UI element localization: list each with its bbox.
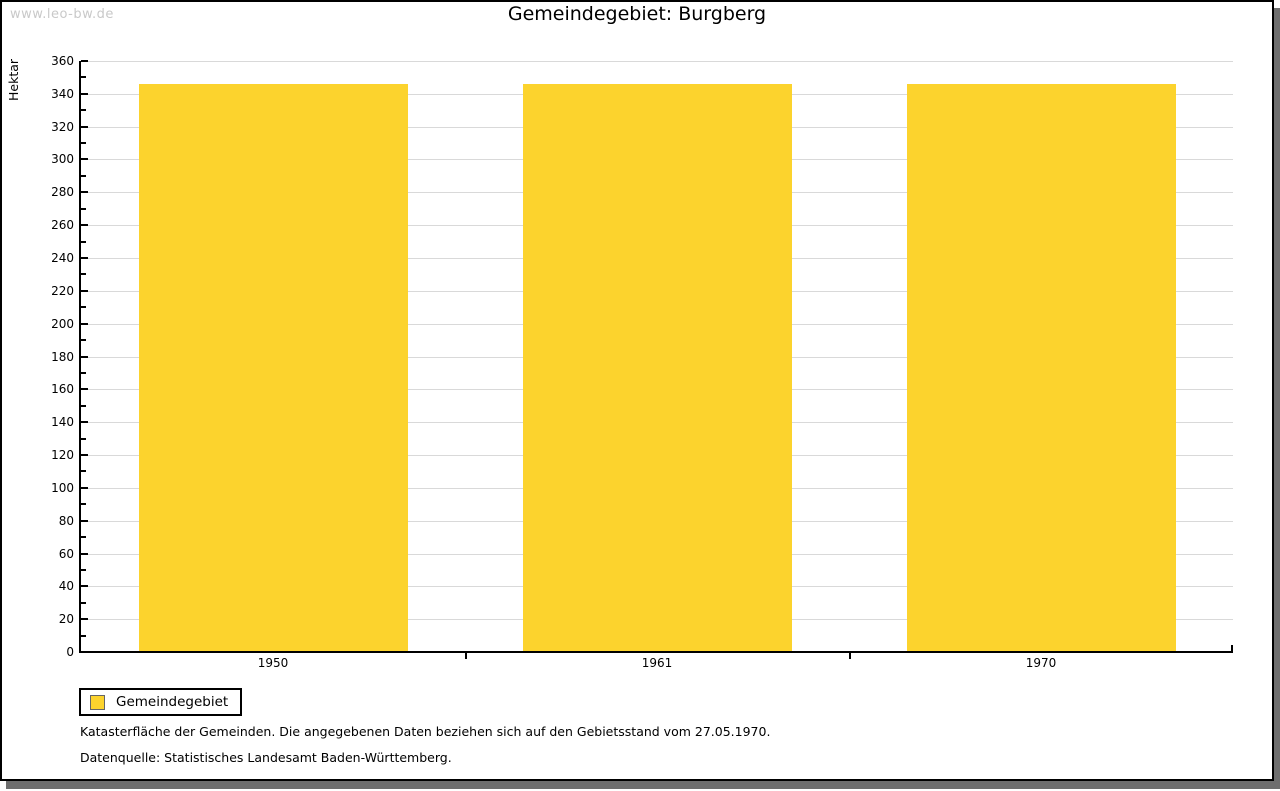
- y-tick-label-20: 20: [58, 612, 74, 626]
- chart-title: Gemeindegebiet: Burgberg: [507, 3, 767, 25]
- y-minor-tick-130: [81, 438, 86, 440]
- y-minor-tick-290: [81, 175, 86, 177]
- y-minor-tick-10: [81, 635, 86, 637]
- footnote-source-note: Katasterfläche der Gemeinden. Die angege…: [80, 724, 771, 739]
- plot-area: 0 20 40 60 80 100 120 140 160 180 200 220 240 260 280 3…: [2, 2, 1272, 779]
- y-minor-tick-190: [81, 339, 86, 341]
- x-tick-label-1970: 1970: [1025, 656, 1057, 670]
- y-tick-label-120: 120: [51, 448, 74, 462]
- y-tick-label-240: 240: [51, 251, 74, 265]
- y-major-tick-340: [81, 93, 88, 95]
- y-tick-label-40: 40: [58, 579, 74, 593]
- y-minor-tick-250: [81, 241, 86, 243]
- y-major-tick-160: [81, 388, 88, 390]
- y-major-tick-120: [81, 454, 88, 456]
- y-tick-label-200: 200: [51, 317, 74, 331]
- y-minor-tick-230: [81, 273, 86, 275]
- y-major-tick-240: [81, 257, 88, 259]
- y-major-tick-20: [81, 618, 88, 620]
- y-minor-tick-330: [81, 109, 86, 111]
- y-tick-label-100: 100: [51, 481, 74, 495]
- x-axis-line: [79, 651, 1233, 653]
- y-major-tick-180: [81, 356, 88, 358]
- y-minor-tick-270: [81, 208, 86, 210]
- bar-1961: [523, 84, 792, 651]
- y-tick-label-60: 60: [58, 547, 74, 561]
- y-minor-tick-210: [81, 306, 86, 308]
- bar-1970: [907, 84, 1176, 651]
- y-tick-label-360: 360: [51, 54, 74, 68]
- y-major-tick-100: [81, 487, 88, 489]
- y-major-tick-200: [81, 323, 88, 325]
- y-tick-label-160: 160: [51, 382, 74, 396]
- y-axis-line: [79, 61, 81, 653]
- gridline-y-360: [81, 61, 1233, 62]
- y-major-tick-360: [81, 60, 88, 62]
- y-tick-label-300: 300: [51, 152, 74, 166]
- x-tick-label-1961: 1961: [641, 656, 673, 670]
- y-tick-label-0: 0: [66, 645, 74, 659]
- y-major-tick-280: [81, 191, 88, 193]
- bar-1950: [139, 84, 408, 651]
- y-major-tick-140: [81, 421, 88, 423]
- y-minor-tick-170: [81, 372, 86, 374]
- x-boundary-tick-1: [465, 653, 467, 659]
- y-major-tick-320: [81, 126, 88, 128]
- y-major-tick-60: [81, 553, 88, 555]
- y-major-tick-260: [81, 224, 88, 226]
- legend-label: Gemeindegebiet: [116, 694, 229, 710]
- y-minor-tick-50: [81, 569, 86, 571]
- y-minor-tick-90: [81, 503, 86, 505]
- y-minor-tick-70: [81, 536, 86, 538]
- y-tick-label-140: 140: [51, 415, 74, 429]
- x-boundary-tick-2: [849, 653, 851, 659]
- y-tick-label-340: 340: [51, 87, 74, 101]
- y-tick-label-260: 260: [51, 218, 74, 232]
- y-tick-label-320: 320: [51, 120, 74, 134]
- y-tick-label-80: 80: [58, 514, 74, 528]
- y-major-tick-220: [81, 290, 88, 292]
- y-major-tick-40: [81, 585, 88, 587]
- y-major-tick-80: [81, 520, 88, 522]
- footnote-data-source: Datenquelle: Statistisches Landesamt Bad…: [80, 750, 452, 765]
- x-axis-end-tick: [1231, 645, 1233, 651]
- x-tick-label-1950: 1950: [257, 656, 289, 670]
- y-minor-tick-30: [81, 602, 86, 604]
- y-tick-label-220: 220: [51, 284, 74, 298]
- legend: Gemeindegebiet: [79, 688, 243, 716]
- y-minor-tick-350: [81, 76, 86, 78]
- y-tick-label-280: 280: [51, 185, 74, 199]
- y-minor-tick-110: [81, 470, 86, 472]
- y-minor-tick-150: [81, 405, 86, 407]
- watermark: www.leo-bw.de: [10, 7, 114, 22]
- y-tick-label-180: 180: [51, 350, 74, 364]
- legend-color-swatch: [90, 694, 105, 710]
- y-minor-tick-310: [81, 142, 86, 144]
- y-major-tick-300: [81, 158, 88, 160]
